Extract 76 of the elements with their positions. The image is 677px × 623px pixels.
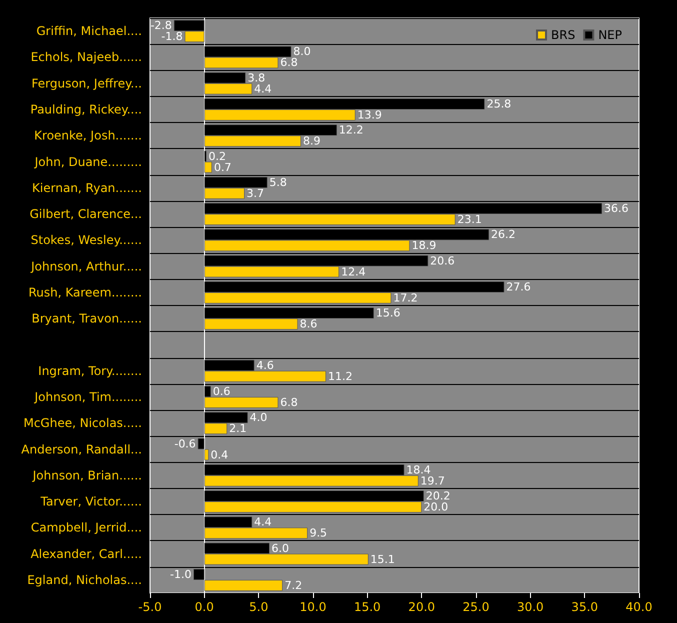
y-tick-label: Echols, Najeeb...... (30, 50, 142, 64)
y-tick-label: Gilbert, Clarence... (30, 207, 142, 222)
data-label: 4.0 (250, 411, 268, 424)
data-label: 6.0 (272, 542, 290, 555)
data-label: 19.7 (420, 474, 445, 488)
data-label: 15.1 (370, 552, 395, 566)
x-tick-label: 30.0 (516, 600, 544, 614)
y-tick-label: Kroenke, Josh....... (34, 128, 142, 143)
data-label: 2.1 (229, 422, 247, 436)
data-label: -0.6 (174, 437, 196, 450)
data-label: 18.9 (412, 239, 436, 252)
data-label: 8.0 (293, 45, 311, 58)
data-label: -2.8 (150, 19, 172, 32)
x-tick-label: 20.0 (408, 600, 436, 614)
data-label: 17.2 (393, 291, 418, 304)
y-tick-label: Griffin, Michael.... (36, 24, 142, 38)
x-tick-label: 15.0 (354, 600, 381, 614)
x-tick-label: 40.0 (626, 600, 652, 614)
data-label: 0.6 (212, 384, 230, 398)
x-tick-label: 0.0 (194, 600, 214, 614)
data-label: 8.9 (303, 134, 321, 148)
data-label: 18.4 (406, 463, 431, 476)
data-label: 3.7 (246, 186, 264, 200)
y-tick-label: Rush, Kareem........ (28, 285, 142, 300)
y-tick-label: Ingram, Tory........ (38, 364, 142, 378)
data-label: 15.6 (376, 306, 400, 320)
data-label: 25.8 (486, 97, 512, 110)
y-tick-label: Johnson, Brian...... (32, 468, 142, 482)
data-label: 0.4 (210, 448, 228, 462)
y-tick-label: Stokes, Wesley...... (30, 233, 142, 248)
data-label: 4.6 (256, 358, 274, 372)
x-tick-label: 35.0 (571, 600, 598, 614)
data-label: 5.8 (269, 176, 287, 189)
x-tick-label: -5.0 (138, 600, 162, 614)
y-tick-label: Johnson, Arthur..... (30, 259, 142, 274)
data-label: 3.8 (248, 71, 266, 84)
data-label: 9.5 (310, 526, 328, 540)
data-label: 20.6 (430, 254, 455, 268)
data-label: 13.9 (357, 108, 382, 122)
data-label: 36.6 (604, 202, 629, 216)
data-label: 4.4 (254, 516, 272, 529)
x-tick-label: 5.0 (249, 600, 268, 614)
y-tick-label: Ferguson, Jeffrey... (32, 76, 142, 90)
y-tick-label: Tarver, Victor...... (40, 494, 142, 509)
data-label: 27.6 (506, 280, 531, 294)
data-label: 6.8 (280, 396, 298, 409)
y-tick-label: Kiernan, Ryan....... (32, 180, 142, 195)
data-label: -1.0 (170, 568, 192, 581)
data-label: 4.4 (254, 82, 272, 96)
data-label: 11.2 (328, 370, 353, 383)
y-tick-label: Paulding, Rickey.... (30, 102, 142, 116)
x-tick-label: 10.0 (300, 600, 326, 614)
legend-label: NEP (598, 28, 622, 42)
data-label: 0.7 (214, 160, 232, 174)
data-label: 12.2 (338, 124, 364, 137)
data-label: 26.2 (491, 228, 516, 242)
y-tick-label: Campbell, Jerrid.... (30, 520, 142, 535)
y-tick-label: Johnson, Tim........ (34, 390, 142, 404)
data-label: 8.6 (300, 318, 318, 331)
y-tick-label: Anderson, Randall... (21, 442, 142, 456)
bar (204, 580, 283, 591)
y-tick-label: Bryant, Travon...... (32, 312, 142, 326)
data-label: 6.8 (280, 56, 298, 70)
y-tick-label: McGhee, Nicolas..... (23, 416, 142, 430)
y-tick-label: Egland, Nicholas.... (27, 572, 142, 587)
y-tick-label: John, Duane......... (34, 154, 142, 169)
legend-label: BRS (551, 28, 576, 42)
data-label: 0.2 (208, 150, 226, 163)
x-tick-label: 25.0 (462, 600, 490, 614)
y-tick-label: Alexander, Carl..... (30, 546, 142, 561)
data-label: 20.0 (424, 500, 448, 514)
data-label: -1.8 (161, 30, 183, 44)
data-label: 23.1 (457, 213, 482, 226)
data-label: 12.4 (341, 265, 366, 278)
data-label: 7.2 (284, 578, 302, 592)
data-label: 20.2 (426, 490, 450, 503)
